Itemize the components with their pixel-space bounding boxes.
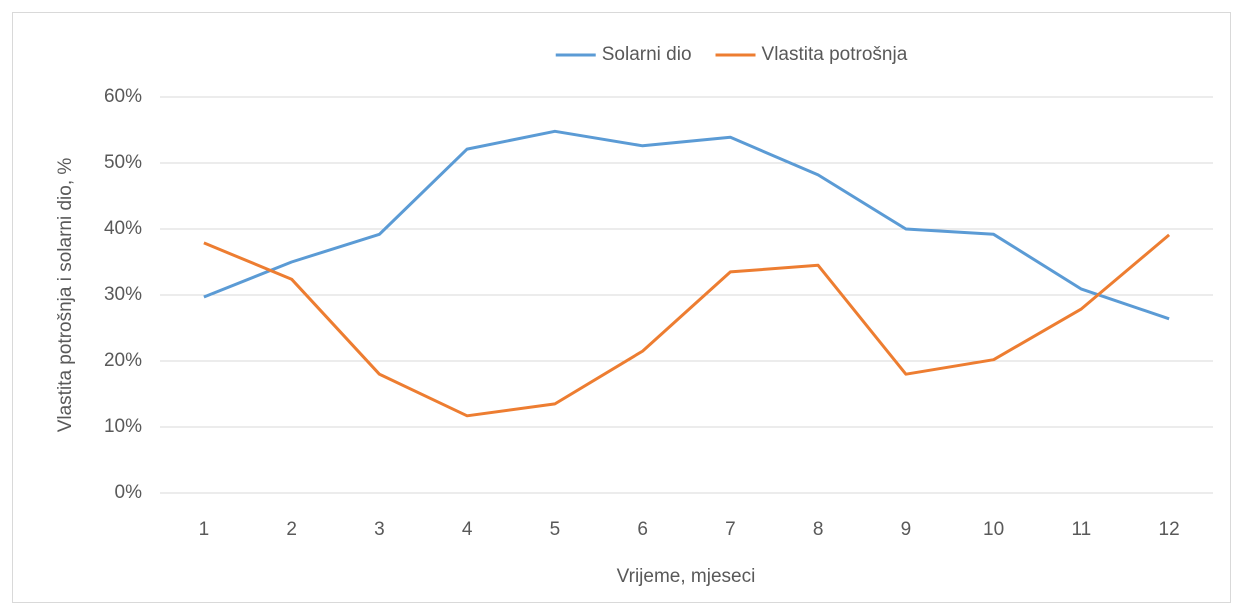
chart-border [12,12,1231,603]
x-tick-label: 6 [637,519,648,540]
y-tick-label: 60% [104,86,142,107]
series-line [203,233,1171,418]
y-tick-label: 0% [115,482,143,503]
y-axis-title: Vlastita potrošnja i solarni dio, % [55,158,76,433]
x-tick-label: 4 [462,519,473,540]
y-tick-label: 50% [104,152,142,173]
legend-item: Vlastita potrošnja [715,44,908,65]
series-line [203,129,1170,321]
x-tick-label: 10 [983,519,1004,540]
legend-label: Vlastita potrošnja [762,44,908,65]
legend-item: Solarni dio [555,44,692,65]
x-tick-label: 7 [725,519,736,540]
y-tick-label: 10% [104,416,142,437]
y-tick-label: 20% [104,350,142,371]
x-tick-label: 12 [1159,519,1180,540]
legend: Solarni dio Vlastita potrošnja [555,44,908,65]
y-tick-label: 40% [104,218,142,239]
x-axis-title: Vrijeme, mjeseci [617,566,756,587]
x-tick-label: 1 [199,519,210,540]
x-tick-label: 5 [550,519,561,540]
x-tick-label: 9 [901,519,912,540]
x-tick-label: 11 [1072,519,1092,540]
y-tick-label: 30% [104,284,142,305]
legend-label: Solarni dio [602,44,692,65]
x-tick-label: 3 [374,519,385,540]
x-tick-label: 2 [286,519,297,540]
x-tick-label: 8 [813,519,824,540]
